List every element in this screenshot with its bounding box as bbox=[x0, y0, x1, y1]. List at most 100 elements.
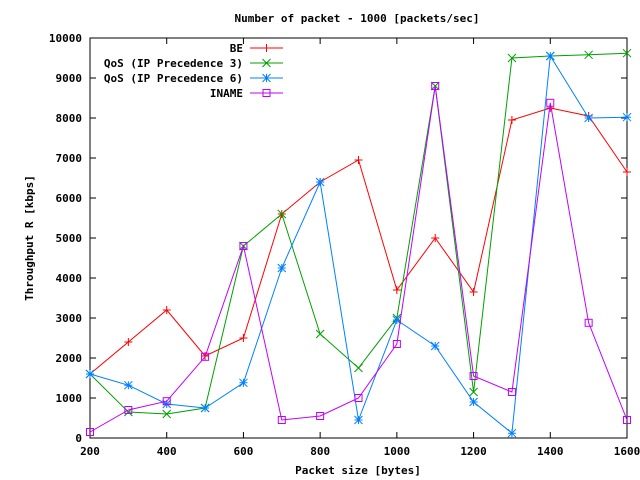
data-point bbox=[124, 406, 133, 414]
square-marker bbox=[392, 340, 401, 348]
star-marker bbox=[124, 380, 133, 390]
y-tick-label: 5000 bbox=[56, 232, 83, 245]
star-marker bbox=[545, 51, 555, 61]
square-marker bbox=[431, 82, 440, 90]
data-point bbox=[315, 177, 325, 187]
series-be bbox=[86, 104, 631, 378]
legend-label: INAME bbox=[210, 87, 243, 100]
data-point bbox=[239, 334, 248, 342]
data-point bbox=[431, 234, 440, 242]
data-point bbox=[507, 116, 516, 124]
data-point bbox=[315, 329, 325, 339]
square-marker bbox=[546, 98, 555, 107]
x-tick-label: 1400 bbox=[537, 445, 564, 458]
series-line bbox=[89, 85, 628, 433]
data-point bbox=[86, 428, 94, 436]
series-line bbox=[89, 52, 628, 415]
data-point bbox=[584, 318, 593, 327]
legend-marker bbox=[262, 89, 271, 97]
square-marker bbox=[277, 416, 286, 424]
data-point bbox=[162, 409, 172, 419]
data-point bbox=[277, 209, 287, 219]
star-marker bbox=[507, 428, 517, 438]
plus-marker bbox=[262, 44, 271, 52]
plus-marker bbox=[162, 306, 171, 314]
plus-marker bbox=[623, 168, 631, 176]
data-point bbox=[546, 98, 555, 107]
star-marker bbox=[239, 378, 248, 388]
y-tick-label: 0 bbox=[75, 432, 82, 445]
data-point bbox=[85, 369, 95, 379]
square-marker bbox=[623, 416, 631, 424]
plus-marker bbox=[469, 288, 478, 296]
data-point bbox=[507, 388, 516, 396]
x-tick-label: 1000 bbox=[384, 445, 411, 458]
y-tick-label: 1000 bbox=[56, 392, 83, 405]
cross-marker bbox=[354, 363, 363, 373]
data-point bbox=[124, 380, 133, 390]
cross-marker bbox=[262, 58, 271, 68]
y-tick-label: 7000 bbox=[56, 152, 83, 165]
data-point bbox=[354, 394, 363, 402]
data-point bbox=[162, 306, 171, 314]
x-tick-label: 200 bbox=[80, 445, 100, 458]
star-marker bbox=[430, 341, 440, 351]
data-point bbox=[354, 156, 363, 164]
data-point bbox=[277, 416, 286, 424]
square-marker bbox=[86, 428, 94, 436]
square-marker bbox=[354, 394, 363, 402]
data-point bbox=[623, 168, 631, 176]
x-axis-label: Packet size [bytes] bbox=[295, 464, 421, 477]
star-marker bbox=[469, 397, 478, 407]
series-qos-ip-precedence-6 bbox=[85, 51, 632, 438]
cross-marker bbox=[277, 209, 287, 219]
square-marker bbox=[162, 397, 171, 406]
data-point bbox=[622, 112, 632, 122]
data-point bbox=[277, 263, 287, 273]
cross-marker bbox=[315, 329, 325, 339]
plus-marker bbox=[507, 116, 516, 124]
y-tick-label: 9000 bbox=[56, 72, 83, 85]
legend-marker bbox=[262, 44, 271, 52]
data-point bbox=[584, 50, 593, 60]
series-qos-ip-precedence-3 bbox=[85, 48, 632, 419]
star-marker bbox=[392, 315, 402, 325]
star-marker bbox=[200, 403, 210, 413]
cross-marker bbox=[622, 48, 632, 58]
data-point bbox=[623, 416, 631, 424]
star-marker bbox=[622, 112, 632, 122]
star-marker bbox=[262, 73, 271, 83]
data-point bbox=[507, 428, 517, 438]
data-point bbox=[507, 53, 517, 63]
y-tick-label: 2000 bbox=[56, 352, 83, 365]
x-tick-label: 1200 bbox=[460, 445, 487, 458]
square-marker bbox=[239, 242, 248, 250]
star-marker bbox=[85, 369, 95, 379]
legend-marker bbox=[262, 58, 271, 68]
data-point bbox=[124, 338, 133, 346]
y-axis-label: Throughput R [kbps] bbox=[23, 175, 36, 301]
x-tick-label: 600 bbox=[233, 445, 253, 458]
data-point bbox=[545, 51, 555, 61]
plus-marker bbox=[124, 338, 133, 346]
data-point bbox=[162, 399, 172, 409]
x-tick-label: 1600 bbox=[614, 445, 640, 458]
plus-marker bbox=[354, 156, 363, 164]
legend-label: QoS (IP Precedence 6) bbox=[104, 72, 243, 85]
square-marker bbox=[201, 352, 210, 361]
plus-marker bbox=[392, 286, 401, 294]
data-point bbox=[200, 403, 210, 413]
data-point bbox=[392, 286, 401, 294]
data-point bbox=[392, 315, 402, 325]
data-point bbox=[162, 397, 171, 406]
star-marker bbox=[315, 177, 325, 187]
square-marker bbox=[584, 318, 593, 327]
data-point bbox=[469, 372, 478, 380]
legend: BE QoS (IP Precedence 3) QoS (IP Precedenc… bbox=[104, 42, 283, 100]
plus-marker bbox=[431, 234, 440, 242]
data-point bbox=[469, 397, 478, 407]
y-axis: 0 1000 2000 3000 4000 5000 6000 7000 8000 9000 100… bbox=[49, 32, 627, 445]
star-marker bbox=[584, 113, 593, 123]
series-lines bbox=[85, 48, 632, 438]
series-line bbox=[89, 107, 628, 375]
